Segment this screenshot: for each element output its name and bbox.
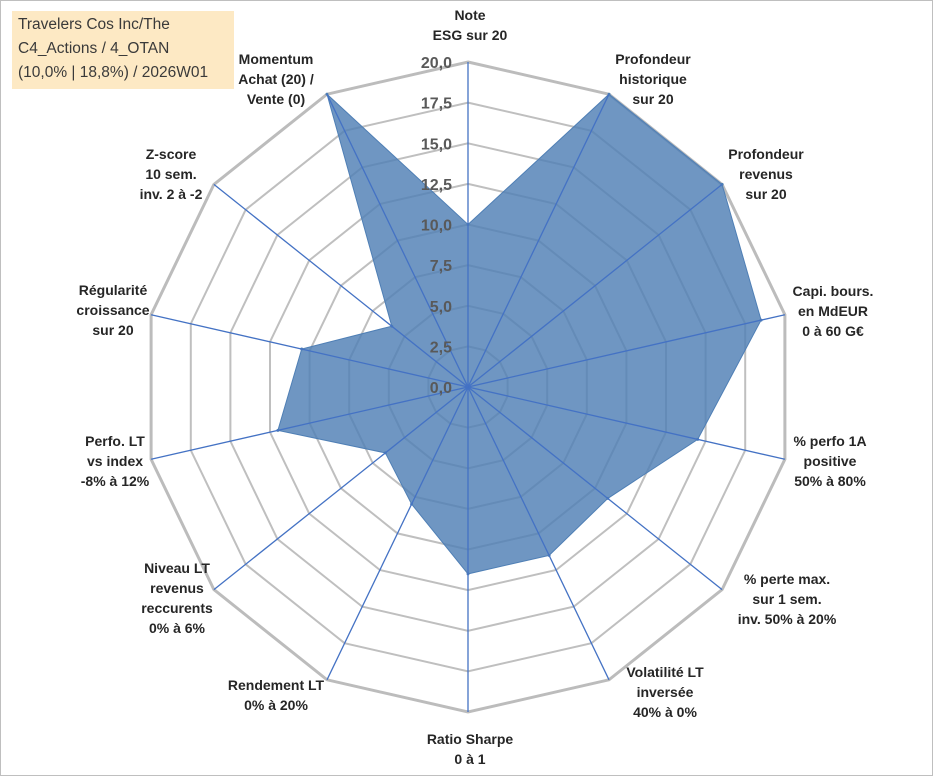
axis-label-line: sur 20 bbox=[745, 186, 786, 202]
tick-label: 20,0 bbox=[421, 55, 452, 72]
spoke-9 bbox=[213, 386, 469, 591]
axis-label-line: 0% à 20% bbox=[244, 697, 308, 713]
chart-title-box: Travelers Cos Inc/The C4_Actions / 4_OTA… bbox=[12, 11, 234, 89]
axis-label-line: Profondeur bbox=[615, 51, 691, 67]
spoke-12 bbox=[213, 183, 469, 388]
tick-label: 5,0 bbox=[430, 299, 452, 316]
spoke-4 bbox=[467, 386, 786, 460]
tick-label: 12,5 bbox=[421, 177, 452, 194]
spoke-1 bbox=[467, 93, 610, 388]
spoke-11 bbox=[150, 314, 469, 388]
axis-label-line: vs index bbox=[87, 453, 143, 469]
spoke-3 bbox=[467, 314, 786, 388]
axis-label-11: Régularité croissance sur 20 bbox=[76, 282, 149, 338]
axis-label-line: 10 sem. bbox=[145, 166, 196, 182]
axis-label-line: 0 à 1 bbox=[454, 751, 485, 767]
axis-label-line: reccurents bbox=[141, 600, 213, 616]
spoke-5 bbox=[467, 386, 723, 591]
axis-label-8: Rendement LT 0% à 20% bbox=[228, 677, 325, 713]
tick-label: 17,5 bbox=[421, 96, 452, 113]
axis-label-line: % perfo 1A bbox=[793, 433, 866, 449]
axis-label-5: % perte max. sur 1 sem. inv. 50% à 20% bbox=[738, 571, 837, 627]
axis-label-line: revenus bbox=[739, 166, 793, 182]
axis-labels: Note ESG sur 20 Profondeur historique sur 20… bbox=[76, 7, 873, 767]
axis-label-line: 40% à 0% bbox=[633, 704, 697, 720]
axis-label-line: Perfo. LT bbox=[85, 433, 145, 449]
radar-spokes bbox=[150, 62, 786, 712]
axis-label-line: sur 1 sem. bbox=[752, 591, 821, 607]
axis-label-line: Momentum bbox=[239, 51, 314, 67]
axis-label-6: Volatilité LT inversée 40% à 0% bbox=[626, 664, 704, 720]
tick-label: 0,0 bbox=[430, 380, 452, 397]
axis-label-9: Niveau LT revenus reccurents 0% à 6% bbox=[141, 560, 213, 636]
title-line-1: Travelers Cos Inc/The bbox=[18, 16, 170, 33]
spoke-10 bbox=[150, 386, 469, 460]
tick-label: 15,0 bbox=[421, 136, 452, 153]
axis-label-0: Note ESG sur 20 bbox=[433, 7, 508, 43]
axis-label-line: Régularité bbox=[79, 282, 148, 298]
axis-label-line: sur 20 bbox=[632, 91, 673, 107]
axis-label-line: Achat (20) / bbox=[238, 71, 314, 87]
axis-label-line: 0 à 60 G€ bbox=[802, 323, 864, 339]
axis-label-3: Capi. bours. en MdEUR 0 à 60 G€ bbox=[793, 283, 874, 339]
axis-label-line: inversée bbox=[637, 684, 694, 700]
axis-label-line: Note bbox=[454, 7, 485, 23]
axis-label-line: -8% à 12% bbox=[81, 473, 150, 489]
axis-label-12: Z-score 10 sem. inv. 2 à -2 bbox=[140, 146, 203, 202]
axis-label-line: Niveau LT bbox=[144, 560, 210, 576]
axis-label-line: Z-score bbox=[146, 146, 197, 162]
axis-label-line: ESG sur 20 bbox=[433, 27, 508, 43]
axis-label-line: 0% à 6% bbox=[149, 620, 206, 636]
tick-label: 2,5 bbox=[430, 339, 452, 356]
axis-label-7: Ratio Sharpe 0 à 1 bbox=[427, 731, 514, 767]
radar-series bbox=[276, 92, 763, 576]
tick-label: 10,0 bbox=[421, 218, 452, 235]
axis-label-line: Vente (0) bbox=[247, 91, 305, 107]
axis-label-line: % perte max. bbox=[744, 571, 830, 587]
axis-label-line: en MdEUR bbox=[798, 303, 868, 319]
spoke-2 bbox=[467, 183, 723, 388]
axis-label-line: Profondeur bbox=[728, 146, 804, 162]
axis-label-line: croissance bbox=[76, 302, 149, 318]
axis-label-10: Perfo. LT vs index -8% à 12% bbox=[81, 433, 150, 489]
axis-label-line: Volatilité LT bbox=[626, 664, 704, 680]
axis-label-line: Capi. bours. bbox=[793, 283, 874, 299]
spoke-8 bbox=[326, 386, 469, 681]
axis-label-1: Profondeur historique sur 20 bbox=[615, 51, 691, 107]
axis-label-line: Rendement LT bbox=[228, 677, 325, 693]
axis-label-line: 50% à 80% bbox=[794, 473, 866, 489]
tick-label: 7,5 bbox=[430, 258, 452, 275]
axis-label-line: inv. 50% à 20% bbox=[738, 611, 837, 627]
radial-tick-labels: 0,0 2,5 5,0 7,5 10,0 12,5 15,0 17,5 20,0 bbox=[421, 55, 452, 397]
axis-label-13: Momentum Achat (20) / Vente (0) bbox=[238, 51, 314, 107]
axis-label-line: revenus bbox=[150, 580, 204, 596]
title-line-2: C4_Actions / 4_OTAN bbox=[18, 40, 170, 57]
axis-label-line: Ratio Sharpe bbox=[427, 731, 514, 747]
spoke-6 bbox=[467, 386, 610, 681]
series-area bbox=[277, 92, 762, 575]
axis-label-line: historique bbox=[619, 71, 687, 87]
axis-label-4: % perfo 1A positive 50% à 80% bbox=[793, 433, 866, 489]
spoke-13 bbox=[326, 93, 469, 388]
axis-label-2: Profondeur revenus sur 20 bbox=[728, 146, 804, 202]
axis-label-line: inv. 2 à -2 bbox=[140, 186, 203, 202]
title-line-3: (10,0% | 18,8%) / 2026W01 bbox=[18, 64, 209, 81]
axis-label-line: positive bbox=[804, 453, 857, 469]
axis-label-line: sur 20 bbox=[92, 322, 133, 338]
